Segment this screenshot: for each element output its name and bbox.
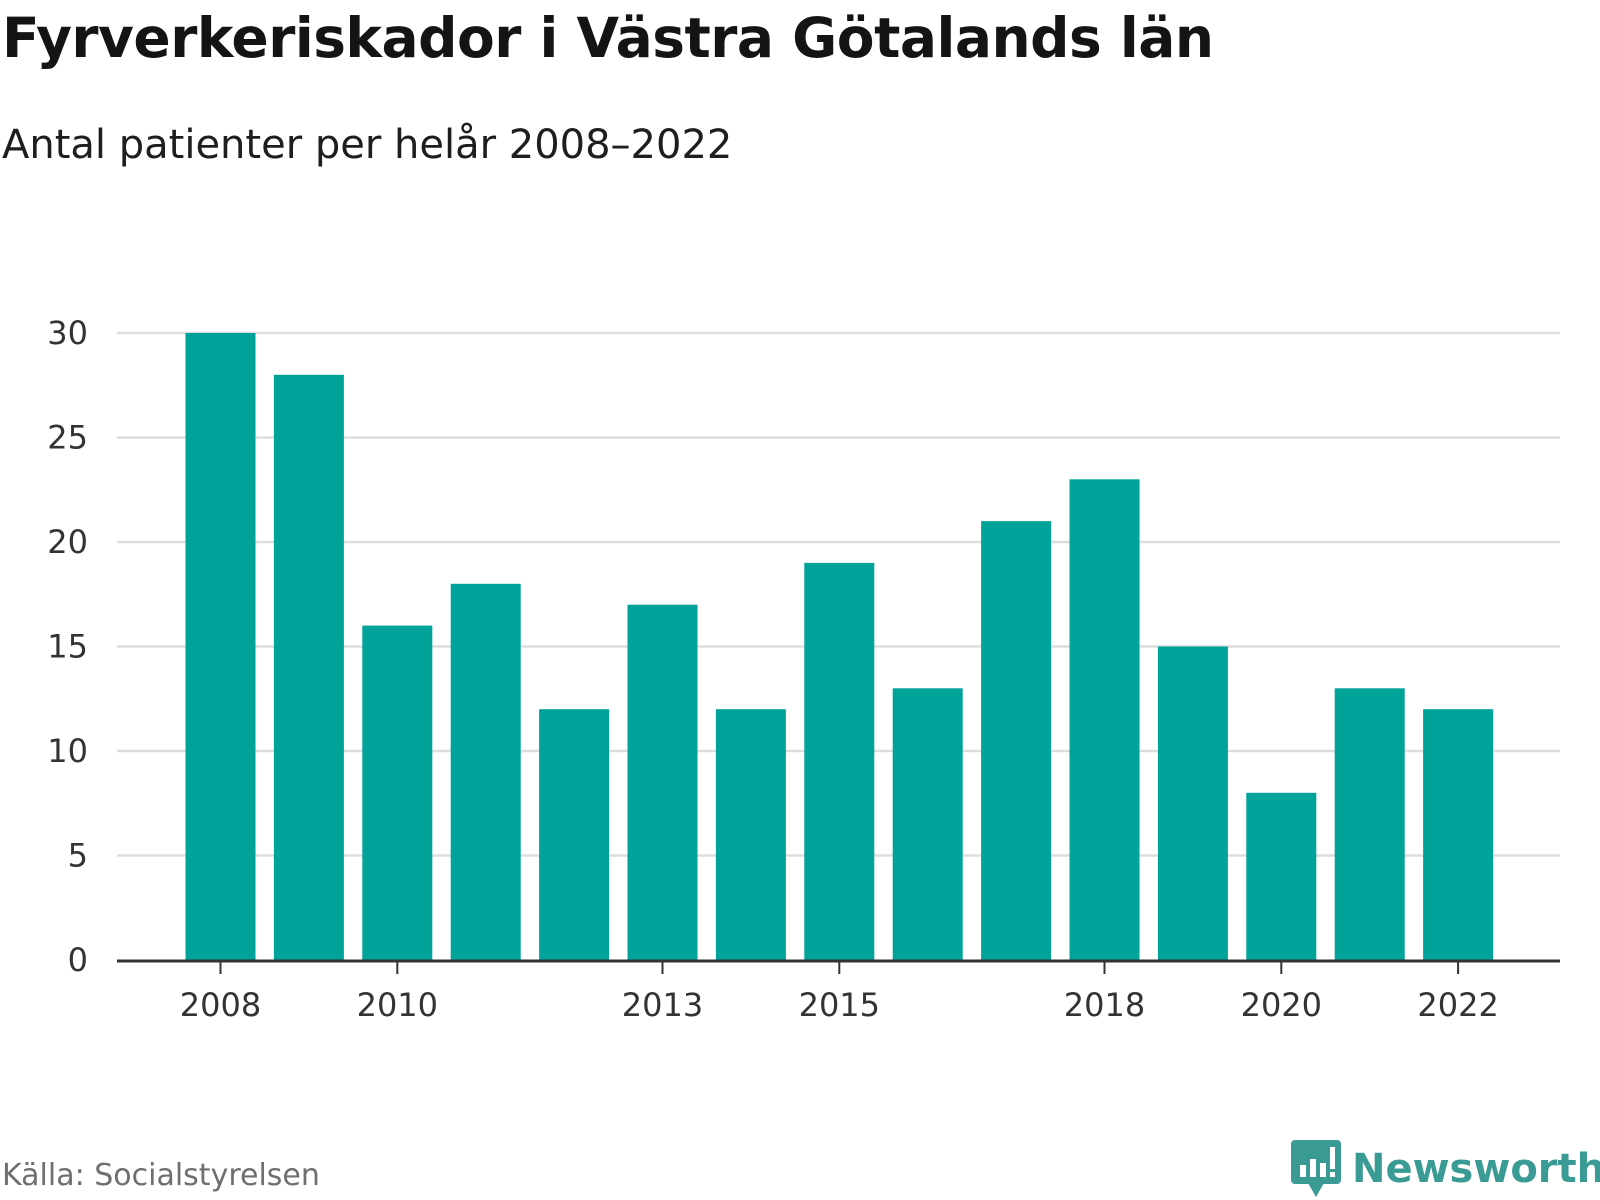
y-tick-label: 20 [47, 523, 88, 561]
bar-2020 [1246, 792, 1317, 960]
brand-name: Newsworthy [1352, 1146, 1600, 1192]
y-tick-label: 5 [68, 837, 88, 875]
x-axis-labels: 2008 2010 2013 2015 2018 2020 2022 [180, 986, 1499, 1024]
bar-2017 [981, 521, 1052, 960]
bar-2009 [273, 374, 344, 960]
y-tick-label: 30 [47, 314, 88, 352]
brand-logo: Newsworthy [1290, 1138, 1600, 1200]
bar-2011 [450, 583, 521, 960]
x-tick-label: 2018 [1064, 986, 1145, 1024]
newsworthy-logo-icon [1291, 1140, 1341, 1197]
source-note: Källa: Socialstyrelsen [2, 1158, 320, 1193]
x-tick-label: 2015 [799, 986, 880, 1024]
bar-2018 [1069, 479, 1140, 960]
y-tick-label: 25 [47, 419, 88, 457]
bar-2019 [1157, 646, 1228, 960]
bar-2016 [892, 688, 963, 960]
bars [185, 333, 1494, 960]
y-tick-label: 0 [68, 941, 88, 979]
bar-2010 [362, 625, 433, 960]
bar-chart: 0 5 10 15 20 25 30 2008 2010 2013 2015 2018 2020 202… [47, 314, 1560, 1024]
bar-2021 [1334, 688, 1405, 960]
x-tick-label: 2022 [1417, 986, 1498, 1024]
bar-2008 [185, 333, 256, 960]
x-axis-ticks [219, 962, 1460, 974]
y-axis-labels: 0 5 10 15 20 25 30 [47, 314, 88, 979]
bar-2014 [715, 709, 786, 960]
x-tick-label: 2013 [622, 986, 703, 1024]
x-tick-label: 2010 [357, 986, 438, 1024]
bar-2022 [1423, 709, 1494, 960]
chart-title: Fyrverkeriskador i Västra Götalands län [2, 6, 1214, 70]
bar-2015 [804, 562, 875, 960]
bar-2012 [539, 709, 610, 960]
chart-subtitle: Antal patienter per helår 2008–2022 [2, 122, 733, 168]
x-tick-label: 2008 [180, 986, 261, 1024]
y-tick-label: 10 [47, 732, 88, 770]
x-tick-label: 2020 [1241, 986, 1322, 1024]
bar-2013 [627, 604, 698, 960]
y-tick-label: 15 [47, 628, 88, 666]
